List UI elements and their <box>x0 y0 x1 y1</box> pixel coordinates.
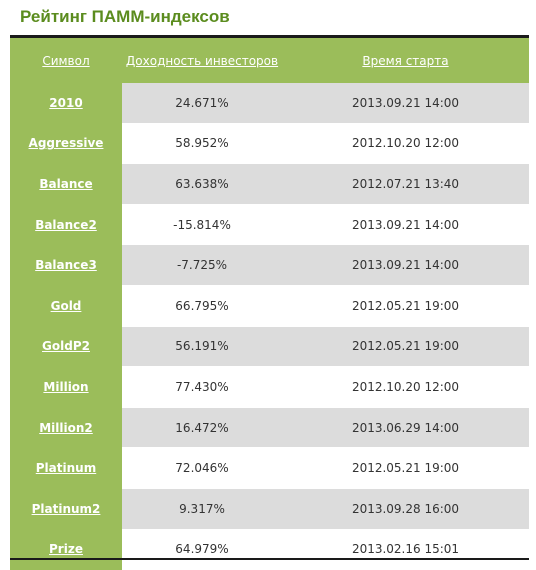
start-time-cell: 2013.02.16 15:01 <box>282 529 529 570</box>
symbol-cell: GoldP2 <box>10 326 122 368</box>
symbol-cell: 2010 <box>10 83 122 124</box>
start-time-cell: 2012.05.21 19:00 <box>282 447 529 489</box>
table-row: GoldP2 56.191% 2012.05.21 19:00 <box>10 326 529 368</box>
symbol-link[interactable]: 2010 <box>49 95 83 110</box>
table-body: 2010 24.671% 2013.09.21 14:00 Aggressive… <box>10 83 529 570</box>
table-row: Gold 66.795% 2012.05.21 19:00 <box>10 285 529 327</box>
table-row: Prize 64.979% 2013.02.16 15:01 <box>10 529 529 570</box>
yield-cell: 63.638% <box>122 163 282 205</box>
header-yield: Доходность инвесторов <box>122 36 282 83</box>
symbol-cell: Gold <box>10 285 122 327</box>
yield-cell: 24.671% <box>122 83 282 124</box>
yield-cell: 72.046% <box>122 447 282 489</box>
symbol-link[interactable]: Prize <box>49 542 83 557</box>
symbol-cell: Prize <box>10 529 122 570</box>
symbol-link[interactable]: Balance2 <box>35 217 97 232</box>
start-time-cell: 2013.09.21 14:00 <box>282 204 529 246</box>
symbol-cell: Balance2 <box>10 204 122 246</box>
table-row: Platinum 72.046% 2012.05.21 19:00 <box>10 447 529 489</box>
table-row: Platinum2 9.317% 2013.09.28 16:00 <box>10 488 529 530</box>
symbol-cell: Aggressive <box>10 123 122 165</box>
symbol-link[interactable]: GoldP2 <box>42 339 90 354</box>
start-time-cell: 2013.09.21 14:00 <box>282 83 529 124</box>
yield-cell: -7.725% <box>122 244 282 286</box>
symbol-link[interactable]: Million2 <box>39 420 93 435</box>
symbol-cell: Platinum2 <box>10 488 122 530</box>
symbol-link[interactable]: Platinum2 <box>31 501 101 516</box>
sort-by-start-time-link[interactable]: Время старта <box>362 53 449 68</box>
yield-cell: 66.795% <box>122 285 282 327</box>
start-time-cell: 2012.05.21 19:00 <box>282 326 529 368</box>
yield-cell: 64.979% <box>122 529 282 570</box>
symbol-cell: Balance3 <box>10 244 122 286</box>
symbol-link[interactable]: Platinum <box>35 461 97 476</box>
table-bottom-rule <box>10 558 529 560</box>
yield-cell: 16.472% <box>122 407 282 449</box>
table-header-row: Символ Доходность инвесторов Время старт… <box>10 36 529 83</box>
symbol-link[interactable]: Million <box>43 379 89 394</box>
table-row: Million2 16.472% 2013.06.29 14:00 <box>10 407 529 449</box>
table-row: Aggressive 58.952% 2012.10.20 12:00 <box>10 123 529 165</box>
table-row: Balance2 -15.814% 2013.09.21 14:00 <box>10 204 529 246</box>
start-time-cell: 2012.07.21 13:40 <box>282 163 529 205</box>
symbol-cell: Balance <box>10 163 122 205</box>
symbol-cell: Platinum <box>10 447 122 489</box>
symbol-cell: Million <box>10 366 122 408</box>
yield-cell: 58.952% <box>122 123 282 165</box>
table-row: Balance3 -7.725% 2013.09.21 14:00 <box>10 244 529 286</box>
yield-cell: -15.814% <box>122 204 282 246</box>
table-row: Million 77.430% 2012.10.20 12:00 <box>10 366 529 408</box>
header-start-time: Время старта <box>282 36 529 83</box>
page-title: Рейтинг ПАММ-индексов <box>20 7 230 26</box>
table-row: Balance 63.638% 2012.07.21 13:40 <box>10 163 529 205</box>
symbol-link[interactable]: Gold <box>50 298 82 313</box>
yield-cell: 77.430% <box>122 366 282 408</box>
start-time-cell: 2012.10.20 12:00 <box>282 123 529 165</box>
header-symbol: Символ <box>10 36 122 83</box>
table-row: 2010 24.671% 2013.09.21 14:00 <box>10 83 529 124</box>
start-time-cell: 2013.09.28 16:00 <box>282 488 529 530</box>
yield-cell: 9.317% <box>122 488 282 530</box>
sort-by-yield-link[interactable]: Доходность инвесторов <box>125 53 279 68</box>
symbol-link[interactable]: Balance3 <box>35 258 97 273</box>
start-time-cell: 2013.09.21 14:00 <box>282 244 529 286</box>
sort-by-symbol-link[interactable]: Символ <box>42 53 90 68</box>
symbol-link[interactable]: Balance <box>39 176 93 191</box>
start-time-cell: 2012.10.20 12:00 <box>282 366 529 408</box>
start-time-cell: 2012.05.21 19:00 <box>282 285 529 327</box>
start-time-cell: 2013.06.29 14:00 <box>282 407 529 449</box>
yield-cell: 56.191% <box>122 326 282 368</box>
symbol-cell: Million2 <box>10 407 122 449</box>
symbol-link[interactable]: Aggressive <box>28 136 104 151</box>
pamm-rating-table: Символ Доходность инвесторов Время старт… <box>10 35 529 570</box>
